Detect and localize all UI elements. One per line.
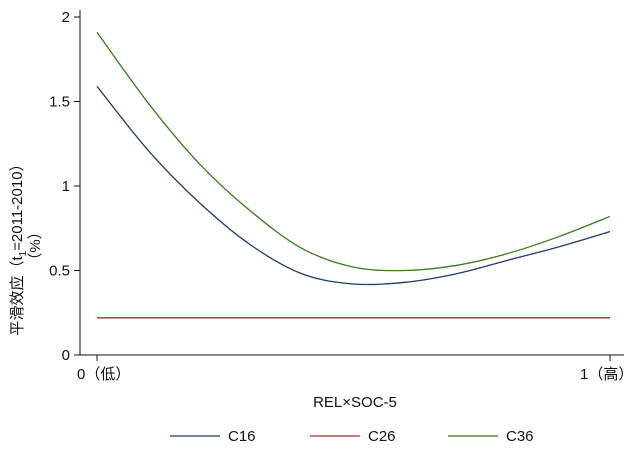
y-axis-title-subscript: 1 (18, 250, 29, 256)
legend-label-c26: C26 (368, 428, 396, 445)
legend-label-c36: C36 (506, 428, 534, 445)
y-tick-label: 0.5 (49, 263, 70, 280)
y-tick-label: 1.5 (49, 94, 70, 111)
y-axis-ticks: 0 0.5 1 1.5 2 (49, 9, 80, 364)
x-tick-label: 0（低） (77, 366, 130, 383)
y-axis-title: 平滑效应（t1=2011-2010） （%） (8, 156, 44, 335)
y-axis-title-unit: （%） (27, 224, 44, 267)
series-line-c36 (96, 31, 611, 272)
y-axis-title-part1: 平滑效应（t (8, 256, 26, 336)
x-tick-label: 1（高） (580, 366, 633, 383)
x-axis-title: REL×SOC-5 (313, 394, 397, 411)
x-axis-ticks: 0（低） 1（高） (77, 355, 633, 383)
legend-label-c16: C16 (228, 428, 256, 445)
y-axis-title-part2: =2011-2010） (9, 156, 26, 250)
svg-text:平滑效应（t1=2011-2010）: 平滑效应（t1=2011-2010） (8, 156, 29, 335)
series-lines (96, 31, 611, 319)
y-tick-label: 2 (62, 9, 70, 26)
legend: C16 C26 C36 (170, 428, 534, 445)
series-line-c16 (96, 85, 611, 286)
y-tick-label: 1 (62, 178, 70, 195)
y-tick-label: 0 (62, 347, 70, 364)
